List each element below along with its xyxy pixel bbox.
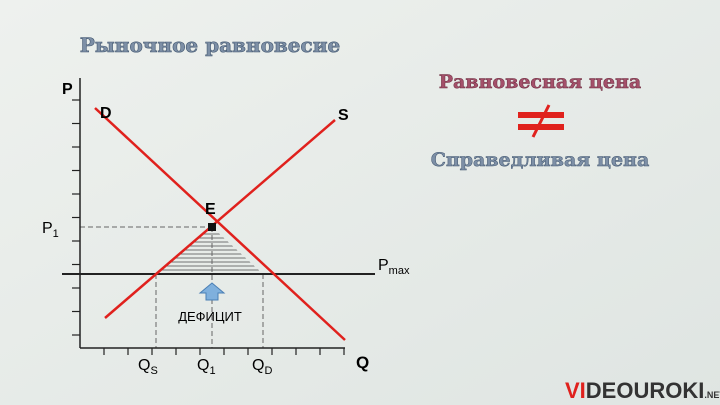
sign-slash xyxy=(531,104,551,138)
deficit-arrow xyxy=(198,282,226,301)
pmax-sub: max xyxy=(389,265,410,277)
y-axis-label: P xyxy=(62,81,73,98)
equilibrium-price: Равновесная цена xyxy=(439,71,641,93)
q1-sub: 1 xyxy=(209,365,215,377)
fair-price: Справедливая цена xyxy=(431,149,650,171)
logo: VIDEOUROKI.NET xyxy=(565,378,720,403)
qd-label: QD xyxy=(252,357,272,377)
demand-line xyxy=(94,107,346,341)
supply-line xyxy=(104,119,336,319)
logo-small: .NET xyxy=(704,390,720,400)
deficit-label: ДЕФИЦИТ xyxy=(178,309,242,324)
demand-label: D xyxy=(100,105,112,122)
equilibrium-label: E xyxy=(205,201,216,218)
pmax-main: P xyxy=(378,257,389,274)
not-equal-sign xyxy=(518,104,564,138)
x-axis-label: Q xyxy=(356,353,369,372)
sign-bar xyxy=(518,124,564,130)
logo-dark: DEOUROKI xyxy=(586,378,705,403)
qd-main: Q xyxy=(252,357,264,374)
q1-label: Q1 xyxy=(197,357,216,377)
p1-sub: 1 xyxy=(53,228,59,240)
equilibrium-point xyxy=(208,223,216,231)
q1-main: Q xyxy=(197,357,209,374)
graph: P D S E Q ДЕФИЦИТ P1 Pmax QS Q1 QD xyxy=(42,78,410,377)
supply-label: S xyxy=(338,107,349,124)
qs-main: Q xyxy=(138,357,150,374)
qs-sub: S xyxy=(150,365,157,377)
qd-sub: D xyxy=(264,365,272,377)
logo-red: VI xyxy=(565,378,586,403)
title: Рыночное равновесие xyxy=(80,33,341,57)
deficit-area xyxy=(156,227,263,274)
qs-label: QS xyxy=(138,357,158,377)
p1-main: P xyxy=(42,220,53,237)
p1-label: P1 xyxy=(42,220,59,240)
pmax-label: Pmax xyxy=(378,257,410,277)
sign-bar xyxy=(518,112,564,118)
